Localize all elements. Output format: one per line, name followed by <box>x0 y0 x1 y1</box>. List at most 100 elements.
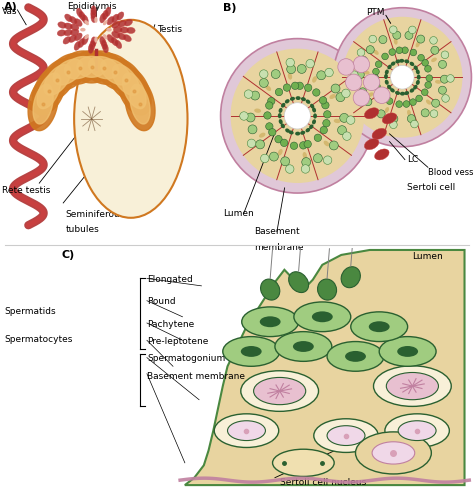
Ellipse shape <box>111 37 118 46</box>
Ellipse shape <box>112 21 120 28</box>
Circle shape <box>369 321 390 332</box>
Text: LC: LC <box>408 155 419 164</box>
Circle shape <box>281 157 290 166</box>
Circle shape <box>269 152 278 161</box>
Ellipse shape <box>100 13 106 23</box>
Circle shape <box>366 46 374 53</box>
Ellipse shape <box>79 11 85 21</box>
Ellipse shape <box>356 432 431 474</box>
Circle shape <box>254 377 306 405</box>
Circle shape <box>325 68 333 77</box>
Circle shape <box>417 35 425 43</box>
Ellipse shape <box>64 30 73 36</box>
Circle shape <box>422 59 428 66</box>
Circle shape <box>353 90 370 106</box>
Circle shape <box>304 141 311 148</box>
Ellipse shape <box>410 62 414 66</box>
Ellipse shape <box>278 113 282 118</box>
Circle shape <box>283 84 291 91</box>
Circle shape <box>390 115 398 123</box>
Circle shape <box>327 426 365 446</box>
Polygon shape <box>83 51 124 84</box>
Circle shape <box>438 60 447 68</box>
Text: Elongated: Elongated <box>147 275 193 284</box>
Text: Basement membrane: Basement membrane <box>147 372 245 381</box>
Ellipse shape <box>115 40 122 49</box>
Ellipse shape <box>301 97 306 101</box>
Ellipse shape <box>88 44 94 53</box>
Circle shape <box>346 74 362 91</box>
Circle shape <box>322 101 329 109</box>
Polygon shape <box>48 53 88 91</box>
Circle shape <box>248 125 257 134</box>
Circle shape <box>327 342 384 371</box>
Circle shape <box>416 95 422 102</box>
Text: Lumen: Lumen <box>223 209 254 218</box>
Polygon shape <box>118 67 151 115</box>
Polygon shape <box>32 67 66 115</box>
Ellipse shape <box>279 108 283 113</box>
Circle shape <box>333 8 472 147</box>
Circle shape <box>260 316 281 327</box>
Circle shape <box>438 86 447 94</box>
Circle shape <box>407 115 415 123</box>
Ellipse shape <box>295 132 300 136</box>
Circle shape <box>447 75 454 82</box>
Text: C): C) <box>62 250 75 260</box>
Polygon shape <box>39 59 76 101</box>
Text: Pachytene: Pachytene <box>147 320 194 329</box>
Circle shape <box>441 51 449 58</box>
Circle shape <box>319 97 327 104</box>
Circle shape <box>323 156 332 164</box>
Ellipse shape <box>387 85 392 90</box>
Text: Spermatocytes: Spermatocytes <box>5 335 73 344</box>
Circle shape <box>292 82 299 90</box>
Circle shape <box>405 31 413 40</box>
Ellipse shape <box>290 97 295 101</box>
Ellipse shape <box>91 9 96 19</box>
Ellipse shape <box>74 20 188 218</box>
Circle shape <box>372 442 415 464</box>
Circle shape <box>314 419 378 452</box>
Circle shape <box>379 36 387 44</box>
Ellipse shape <box>117 12 124 20</box>
Circle shape <box>242 307 299 337</box>
Circle shape <box>281 139 288 147</box>
Circle shape <box>320 126 328 134</box>
Circle shape <box>338 59 354 75</box>
Ellipse shape <box>82 36 88 45</box>
Circle shape <box>261 154 269 163</box>
Ellipse shape <box>70 24 79 30</box>
Ellipse shape <box>64 23 73 29</box>
Ellipse shape <box>390 88 395 93</box>
Circle shape <box>241 371 319 411</box>
Circle shape <box>386 372 438 400</box>
Polygon shape <box>53 59 82 85</box>
Ellipse shape <box>91 37 96 47</box>
Ellipse shape <box>374 50 379 55</box>
Circle shape <box>425 82 431 88</box>
Circle shape <box>410 99 416 105</box>
Ellipse shape <box>254 108 261 113</box>
Circle shape <box>306 59 314 68</box>
Circle shape <box>345 351 366 362</box>
Circle shape <box>360 56 368 64</box>
Circle shape <box>385 414 449 447</box>
Text: A): A) <box>4 2 18 12</box>
Ellipse shape <box>261 279 280 300</box>
Ellipse shape <box>410 88 414 93</box>
Circle shape <box>430 110 438 117</box>
Ellipse shape <box>365 139 379 149</box>
Circle shape <box>389 49 396 55</box>
Ellipse shape <box>84 34 89 39</box>
Circle shape <box>301 165 310 173</box>
Circle shape <box>214 414 279 447</box>
Circle shape <box>431 46 439 54</box>
Ellipse shape <box>329 94 336 99</box>
Circle shape <box>269 129 276 136</box>
Ellipse shape <box>416 80 420 85</box>
Polygon shape <box>125 77 155 131</box>
Circle shape <box>410 49 417 56</box>
Polygon shape <box>59 51 100 84</box>
Ellipse shape <box>120 27 128 33</box>
